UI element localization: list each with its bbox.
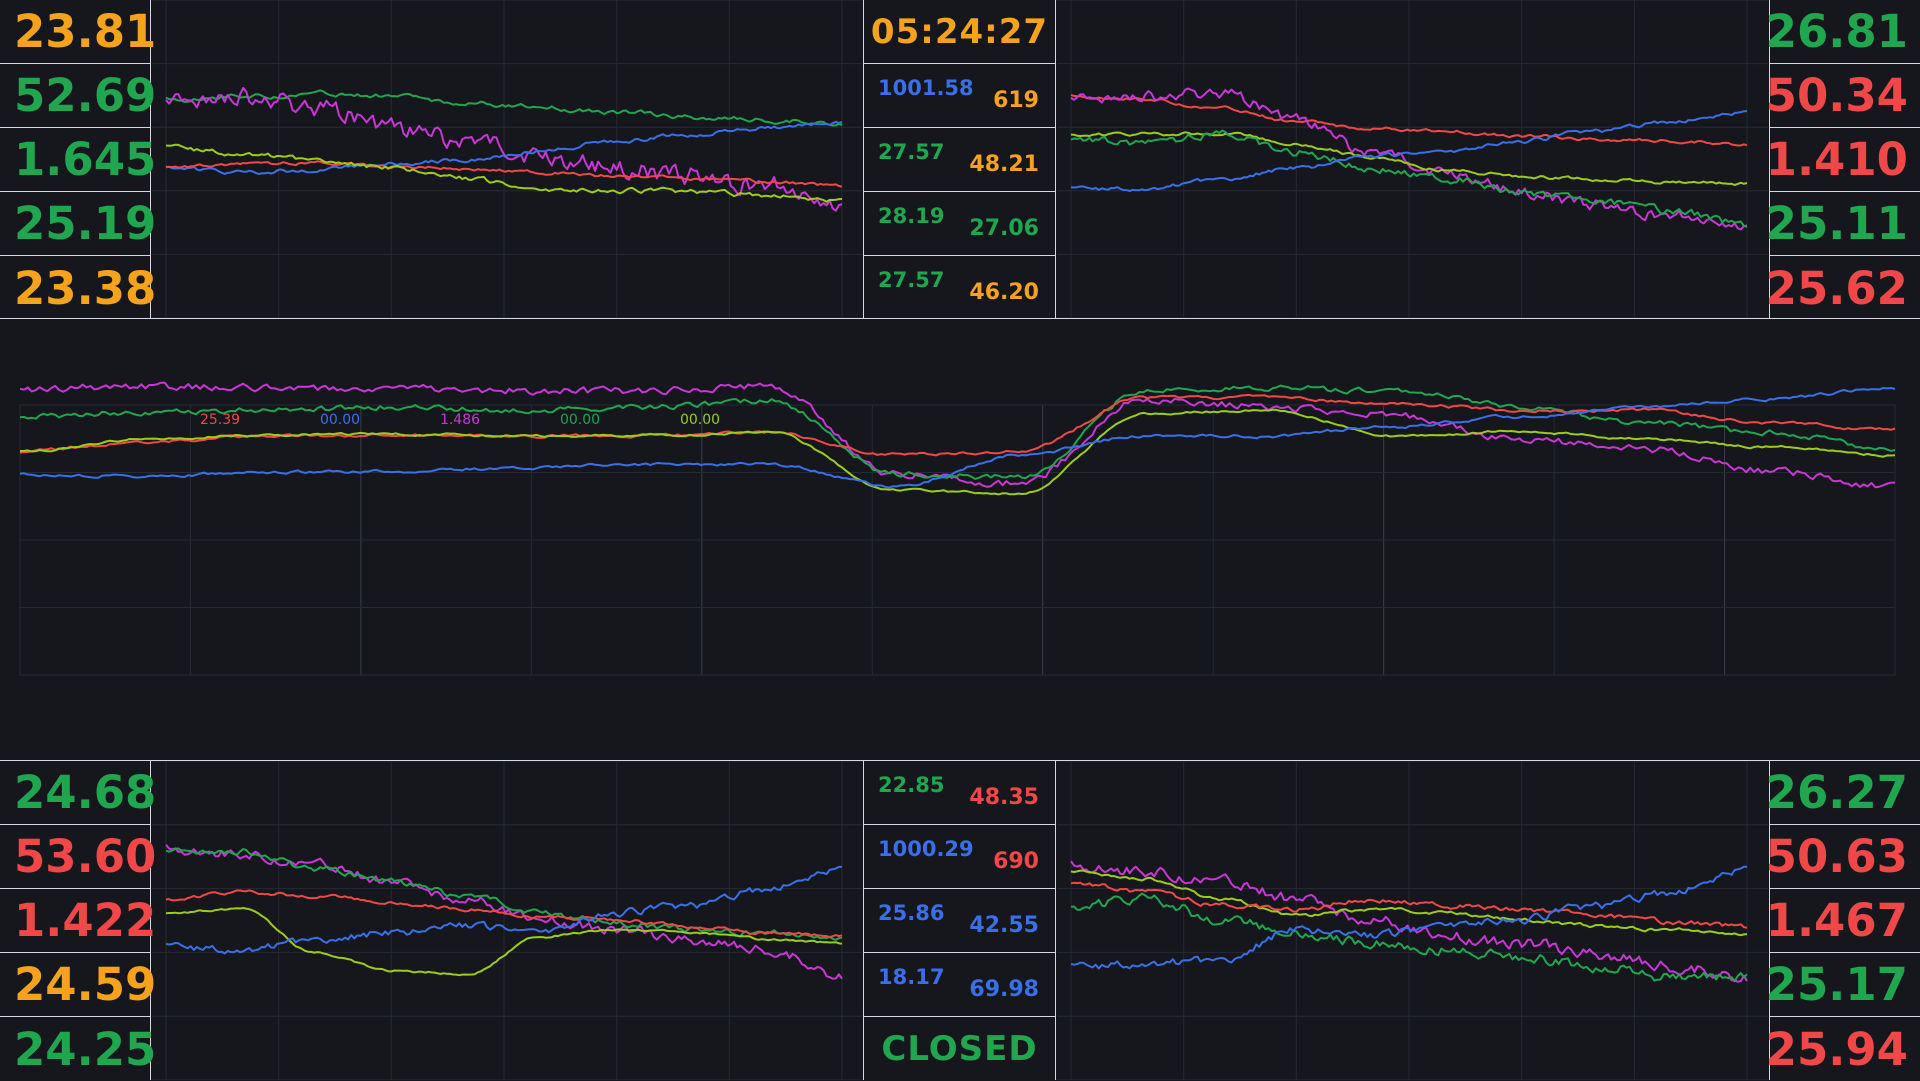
- bottom-right-value-stack: 26.27 50.63 1.467 25.17 25.94: [1765, 761, 1920, 1080]
- bottom-center-row-0: 22.85 48.35: [864, 761, 1055, 825]
- clock: 05:24:27: [864, 0, 1055, 64]
- middle-series-label-1: 00.00: [320, 412, 360, 428]
- main-chart: 25.39 00.00 1.486 00.00 00.00: [19, 381, 1896, 676]
- middle-series-label-4: 00.00: [680, 412, 720, 428]
- bottom-left-value-1: 53.60: [0, 825, 156, 889]
- bottom-left-value-3: 24.59: [0, 953, 156, 1017]
- bottom-left-value-0: 24.68: [0, 761, 156, 825]
- top-center-row-1-left: 27.57: [878, 140, 945, 164]
- bottom-left-series-line-0: [165, 844, 843, 980]
- bottom-center-row-0-right: 48.35: [969, 785, 1039, 810]
- bottom-center-row-1-right: 690: [993, 849, 1039, 874]
- bottom-center-row-3: 18.17 69.98: [864, 953, 1055, 1017]
- top-center-row-0-left: 1001.58: [878, 76, 974, 100]
- bottom-right-value-1: 50.63: [1766, 825, 1920, 889]
- bottom-left-value-2: 1.422: [0, 889, 156, 953]
- bottom-left-chart: [152, 761, 862, 1080]
- top-right-series-line-4: [1070, 110, 1748, 192]
- middle-series-line-4: [19, 387, 1896, 489]
- bottom-center-readout: 22.85 48.35 1000.29 690 25.86 42.55 18.17 69.98…: [863, 761, 1056, 1080]
- top-center-row-1-right: 48.21: [969, 152, 1039, 177]
- top-right-series-line-0: [1070, 94, 1748, 147]
- middle-series-line-1: [19, 384, 1896, 480]
- top-center-row-0-right: 619: [993, 88, 1039, 113]
- bottom-center-row-1-left: 1000.29: [878, 837, 974, 861]
- top-center-row-2-left: 28.19: [878, 204, 945, 228]
- bottom-right-series-line-4: [1070, 865, 1748, 970]
- bottom-center-row-0-left: 22.85: [878, 773, 945, 797]
- top-right-chart: [1057, 0, 1768, 318]
- top-center-readout: 05:24:27 1001.58 619 27.57 48.21 28.19 27.06 2…: [863, 0, 1056, 318]
- top-right-value-2: 1.410: [1766, 128, 1920, 192]
- bottom-right-value-0: 26.27: [1766, 761, 1920, 825]
- top-center-row-3-left: 27.57: [878, 268, 945, 292]
- middle-series-line-0: [19, 381, 1895, 489]
- top-center-row-1: 27.57 48.21: [864, 128, 1055, 192]
- top-center-row-3: 27.57 46.20: [864, 256, 1055, 320]
- top-left-value-2: 1.645: [0, 128, 156, 192]
- market-status: CLOSED: [881, 1029, 1038, 1069]
- top-left-value-stack: 23.81 52.69 1.645 25.19 23.38: [0, 0, 157, 318]
- top-left-series-line-1: [165, 86, 843, 212]
- bottom-right-value-3: 25.17: [1766, 953, 1920, 1017]
- top-center-row-0: 1001.58 619: [864, 64, 1055, 128]
- bottom-center-row-2-right: 42.55: [969, 913, 1039, 938]
- middle-series-line-2: [19, 393, 1896, 457]
- bottom-center-row-3-left: 18.17: [878, 965, 945, 989]
- bottom-center-row-3-right: 69.98: [969, 977, 1039, 1002]
- top-left-series-line-4: [165, 143, 843, 203]
- top-right-value-3: 25.11: [1766, 192, 1920, 256]
- top-right-series-line-3: [1070, 129, 1748, 228]
- bottom-right-series-line-3: [1070, 881, 1748, 929]
- bottom-left-series-line-2: [166, 889, 843, 939]
- bottom-center-row-2-left: 25.86: [878, 901, 945, 925]
- bottom-left-value-4: 24.25: [14, 1022, 157, 1076]
- bottom-center-row-2: 25.86 42.55: [864, 889, 1055, 953]
- middle-series-label-3: 00.00: [560, 412, 600, 428]
- bottom-center-row-1: 1000.29 690: [864, 825, 1055, 889]
- top-right-series-line-2: [1070, 131, 1748, 186]
- bottom-left-value-stack: 24.68 53.60 1.422 24.59 24.25: [0, 761, 157, 1080]
- bottom-left-series-line-3: [165, 907, 843, 977]
- top-left-series-line-2: [165, 120, 843, 175]
- bottom-right-chart: [1057, 761, 1768, 1080]
- top-center-row-3-right: 46.20: [969, 280, 1039, 305]
- middle-series-label-2: 1.486: [440, 412, 480, 428]
- top-left-chart: [152, 0, 862, 318]
- bottom-right-value-2: 1.467: [1766, 889, 1920, 953]
- top-left-series-line-3: [165, 160, 843, 188]
- top-right-value-stack: 26.81 50.34 1.410 25.11 25.62: [1765, 0, 1920, 318]
- bottom-left-series-line-4: [165, 865, 842, 955]
- middle-series-label-0: 25.39: [200, 412, 240, 428]
- middle-series-line-3: [19, 408, 1896, 496]
- top-center-row-2: 28.19 27.06: [864, 192, 1055, 256]
- bottom-left-series-line-1: [165, 847, 843, 941]
- bottom-divider: [0, 760, 1920, 761]
- top-left-value-3: 25.19: [0, 192, 156, 256]
- top-center-row-2-right: 27.06: [969, 216, 1039, 241]
- top-right-value-1: 50.34: [1766, 64, 1920, 128]
- bottom-right-series-line-1: [1070, 869, 1748, 937]
- top-right-series-line-1: [1070, 87, 1748, 231]
- top-left-value-4: 23.38: [14, 261, 157, 315]
- bottom-right-value-4: 25.94: [1765, 1022, 1908, 1076]
- bottom-right-series-line-2: [1071, 892, 1748, 983]
- top-left-value-0: 23.81: [0, 0, 156, 64]
- top-divider: [0, 318, 1920, 319]
- top-right-value-4: 25.62: [1765, 261, 1908, 315]
- top-right-value-0: 26.81: [1766, 0, 1920, 64]
- top-left-value-1: 52.69: [0, 64, 156, 128]
